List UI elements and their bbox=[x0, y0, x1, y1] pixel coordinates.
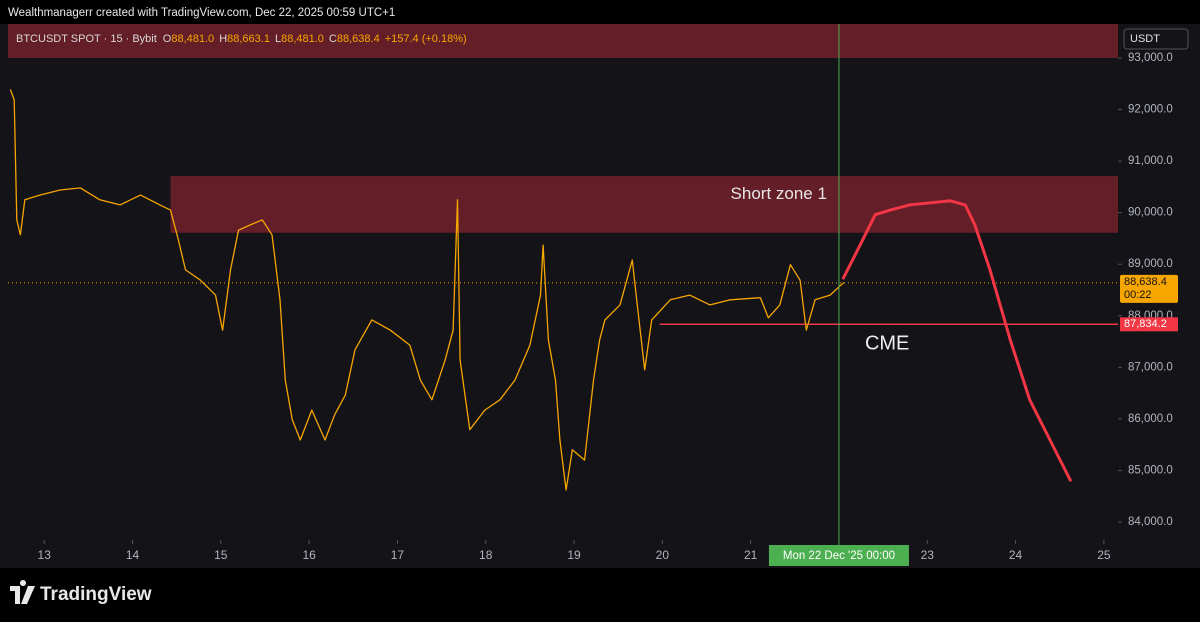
plot: Short zone 1 84,000.0 85,000.0 86,000.0 87,0… bbox=[8, 24, 1189, 566]
last-price-box bbox=[1120, 274, 1178, 303]
y-tick-label: 89,000.0 bbox=[1128, 258, 1173, 270]
x-tick-label: 18 bbox=[479, 548, 493, 562]
x-tick-label: 21 bbox=[744, 548, 758, 562]
x-tick-label: 20 bbox=[656, 548, 670, 562]
currency: USDT bbox=[1130, 33, 1160, 45]
x-tick-label: 13 bbox=[38, 548, 52, 562]
x-tick-label: 14 bbox=[126, 548, 140, 562]
x-tick-label: 24 bbox=[1009, 548, 1023, 562]
x-tick-label: 17 bbox=[391, 548, 405, 562]
legend-value: 88,481.0 bbox=[281, 33, 324, 45]
legend-value: 88,481.0 bbox=[171, 33, 214, 45]
y-tick-label: 85,000.0 bbox=[1128, 464, 1173, 476]
currency-box bbox=[1123, 28, 1189, 50]
projection-line bbox=[841, 199, 1072, 482]
legend-key: H bbox=[219, 33, 227, 45]
legend-symbol: BTCUSDT SPOT · 15 · Bybit bbox=[16, 33, 157, 45]
y-tick-label: 84,000.0 bbox=[1128, 516, 1173, 528]
zone-label: Short zone 1 bbox=[731, 184, 827, 203]
y-tick-label: 87,000.0 bbox=[1128, 361, 1173, 373]
level-label: CME bbox=[865, 333, 909, 355]
x-tick-label: 19 bbox=[567, 548, 581, 562]
y-tick-label: 92,000.0 bbox=[1128, 104, 1173, 116]
level-price-box bbox=[1120, 317, 1178, 332]
countdown-label: 00:22 bbox=[1124, 289, 1152, 301]
caption: Wealthmanagerr created with TradingView.… bbox=[8, 7, 395, 19]
legend-key: C bbox=[329, 33, 337, 45]
legend-change: +157.4 (+0.18%) bbox=[385, 33, 467, 45]
legend-value: 88,663.1 bbox=[227, 33, 270, 45]
logo: TradingView bbox=[10, 580, 152, 605]
last-price-label: 88,638.4 bbox=[1124, 276, 1167, 288]
legend: BTCUSDT SPOT · 15 · Bybit O88,481.0 H88,66… bbox=[16, 33, 467, 45]
crosshair-label: Mon 22 Dec '25 00:00 bbox=[783, 550, 895, 562]
legend-value: 88,638.4 bbox=[337, 33, 380, 45]
crosshair-box bbox=[768, 545, 909, 566]
brand: TradingView bbox=[40, 584, 152, 605]
x-tick-label: 23 bbox=[921, 548, 935, 562]
x-tick-label: 15 bbox=[214, 548, 228, 562]
x-tick-label: 16 bbox=[302, 548, 316, 562]
chart-background bbox=[0, 24, 1200, 568]
y-tick-label: 86,000.0 bbox=[1128, 413, 1173, 425]
y-tick-label: 90,000.0 bbox=[1128, 207, 1173, 219]
level-price-label: 87,834.2 bbox=[1124, 318, 1167, 330]
x-tick-label: 25 bbox=[1097, 548, 1111, 562]
zone bbox=[8, 24, 1118, 59]
logo-mark bbox=[10, 580, 35, 604]
y-tick-label: 93,000.0 bbox=[1128, 52, 1173, 64]
price-line bbox=[9, 89, 845, 491]
legend-key: L bbox=[275, 33, 281, 45]
legend-key: O bbox=[163, 33, 172, 45]
y-tick-label: 91,000.0 bbox=[1128, 155, 1173, 167]
